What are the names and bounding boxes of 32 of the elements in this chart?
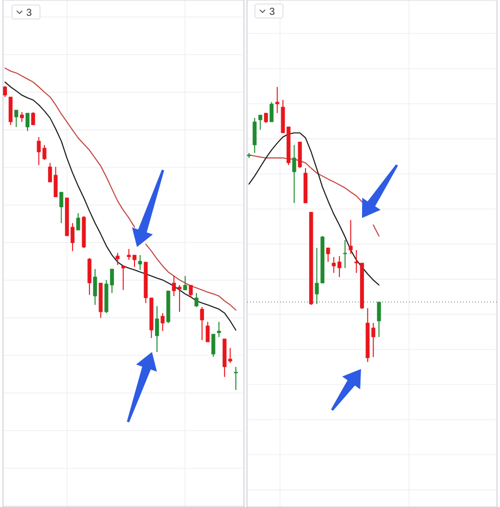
text: 3 <box>270 8 274 15</box>
candlestick <box>270 102 274 122</box>
candlestick <box>160 312 165 332</box>
candlestick <box>200 306 204 341</box>
candlestick <box>234 366 238 390</box>
text: 3 <box>26 8 32 16</box>
candlestick <box>116 252 120 266</box>
candlestick <box>3 86 7 98</box>
candlestick <box>155 306 159 352</box>
candlestick <box>76 212 80 231</box>
candlestick <box>14 110 18 128</box>
candlestick <box>26 112 30 132</box>
candlestick <box>217 321 221 338</box>
candlestick <box>264 112 268 124</box>
candlestick <box>194 292 198 308</box>
candlestick <box>59 192 64 224</box>
candlestick <box>211 334 216 358</box>
candlestick <box>121 265 126 290</box>
candlestick <box>275 86 280 114</box>
candlestick <box>138 254 142 270</box>
candlestick <box>377 302 381 338</box>
candlestick <box>183 276 188 290</box>
candlestick <box>292 144 296 204</box>
candlestick <box>258 114 262 130</box>
candlestick <box>206 321 210 342</box>
candlestick <box>252 118 257 154</box>
candlestick <box>31 112 36 126</box>
candlestick <box>348 220 353 254</box>
candlestick <box>188 284 193 298</box>
candlestick <box>20 112 24 122</box>
candlestick <box>326 247 330 262</box>
candlestick <box>93 268 98 306</box>
